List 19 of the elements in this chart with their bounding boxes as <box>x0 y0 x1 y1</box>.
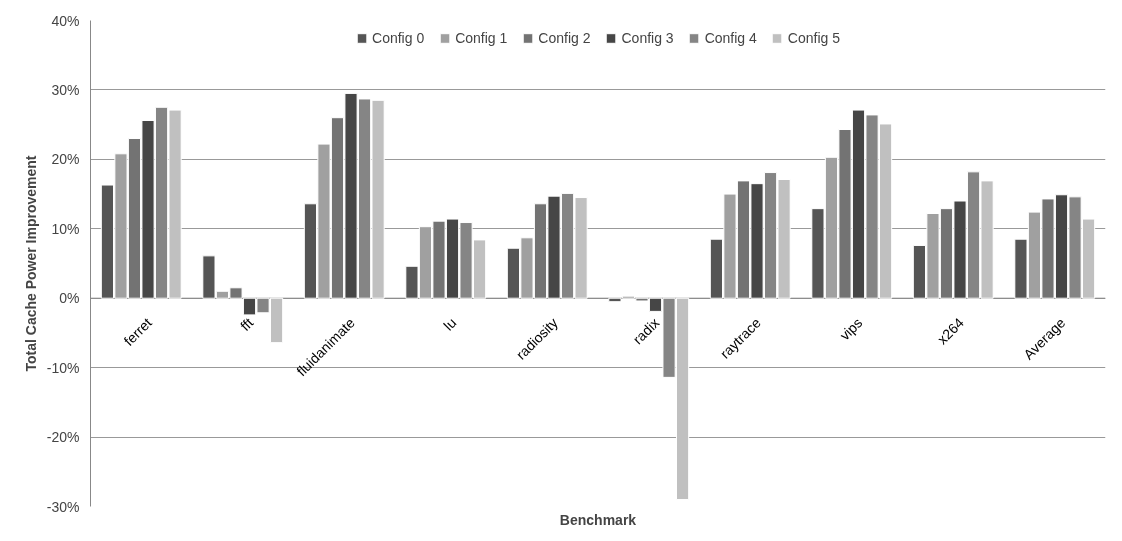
y-tick-label: -20% <box>46 429 80 446</box>
legend-label: Config 3 <box>621 30 674 46</box>
x-axis-title: Benchmark <box>559 511 637 528</box>
legend-label: Config 0 <box>372 30 425 46</box>
y-tick-label: 40% <box>51 12 80 29</box>
y-tick-label: 30% <box>51 81 80 98</box>
legend-label: Config 4 <box>704 30 757 46</box>
y-tick-label: 10% <box>51 220 80 237</box>
x-tick-label: vips <box>836 314 866 344</box>
legend-label: Config 1 <box>455 30 508 46</box>
y-tick-label: 20% <box>51 151 80 168</box>
x-tick-label: lu <box>440 314 460 334</box>
legend-label: Config 5 <box>787 30 840 46</box>
y-tick-label: -30% <box>46 498 80 515</box>
x-tick-label: fft <box>237 314 257 334</box>
y-axis-title: Total Cache Power Improvement <box>22 155 39 372</box>
y-tick-label: 0% <box>59 290 80 307</box>
y-tick-label: -10% <box>46 359 80 376</box>
legend-label: Config 2 <box>538 30 591 46</box>
